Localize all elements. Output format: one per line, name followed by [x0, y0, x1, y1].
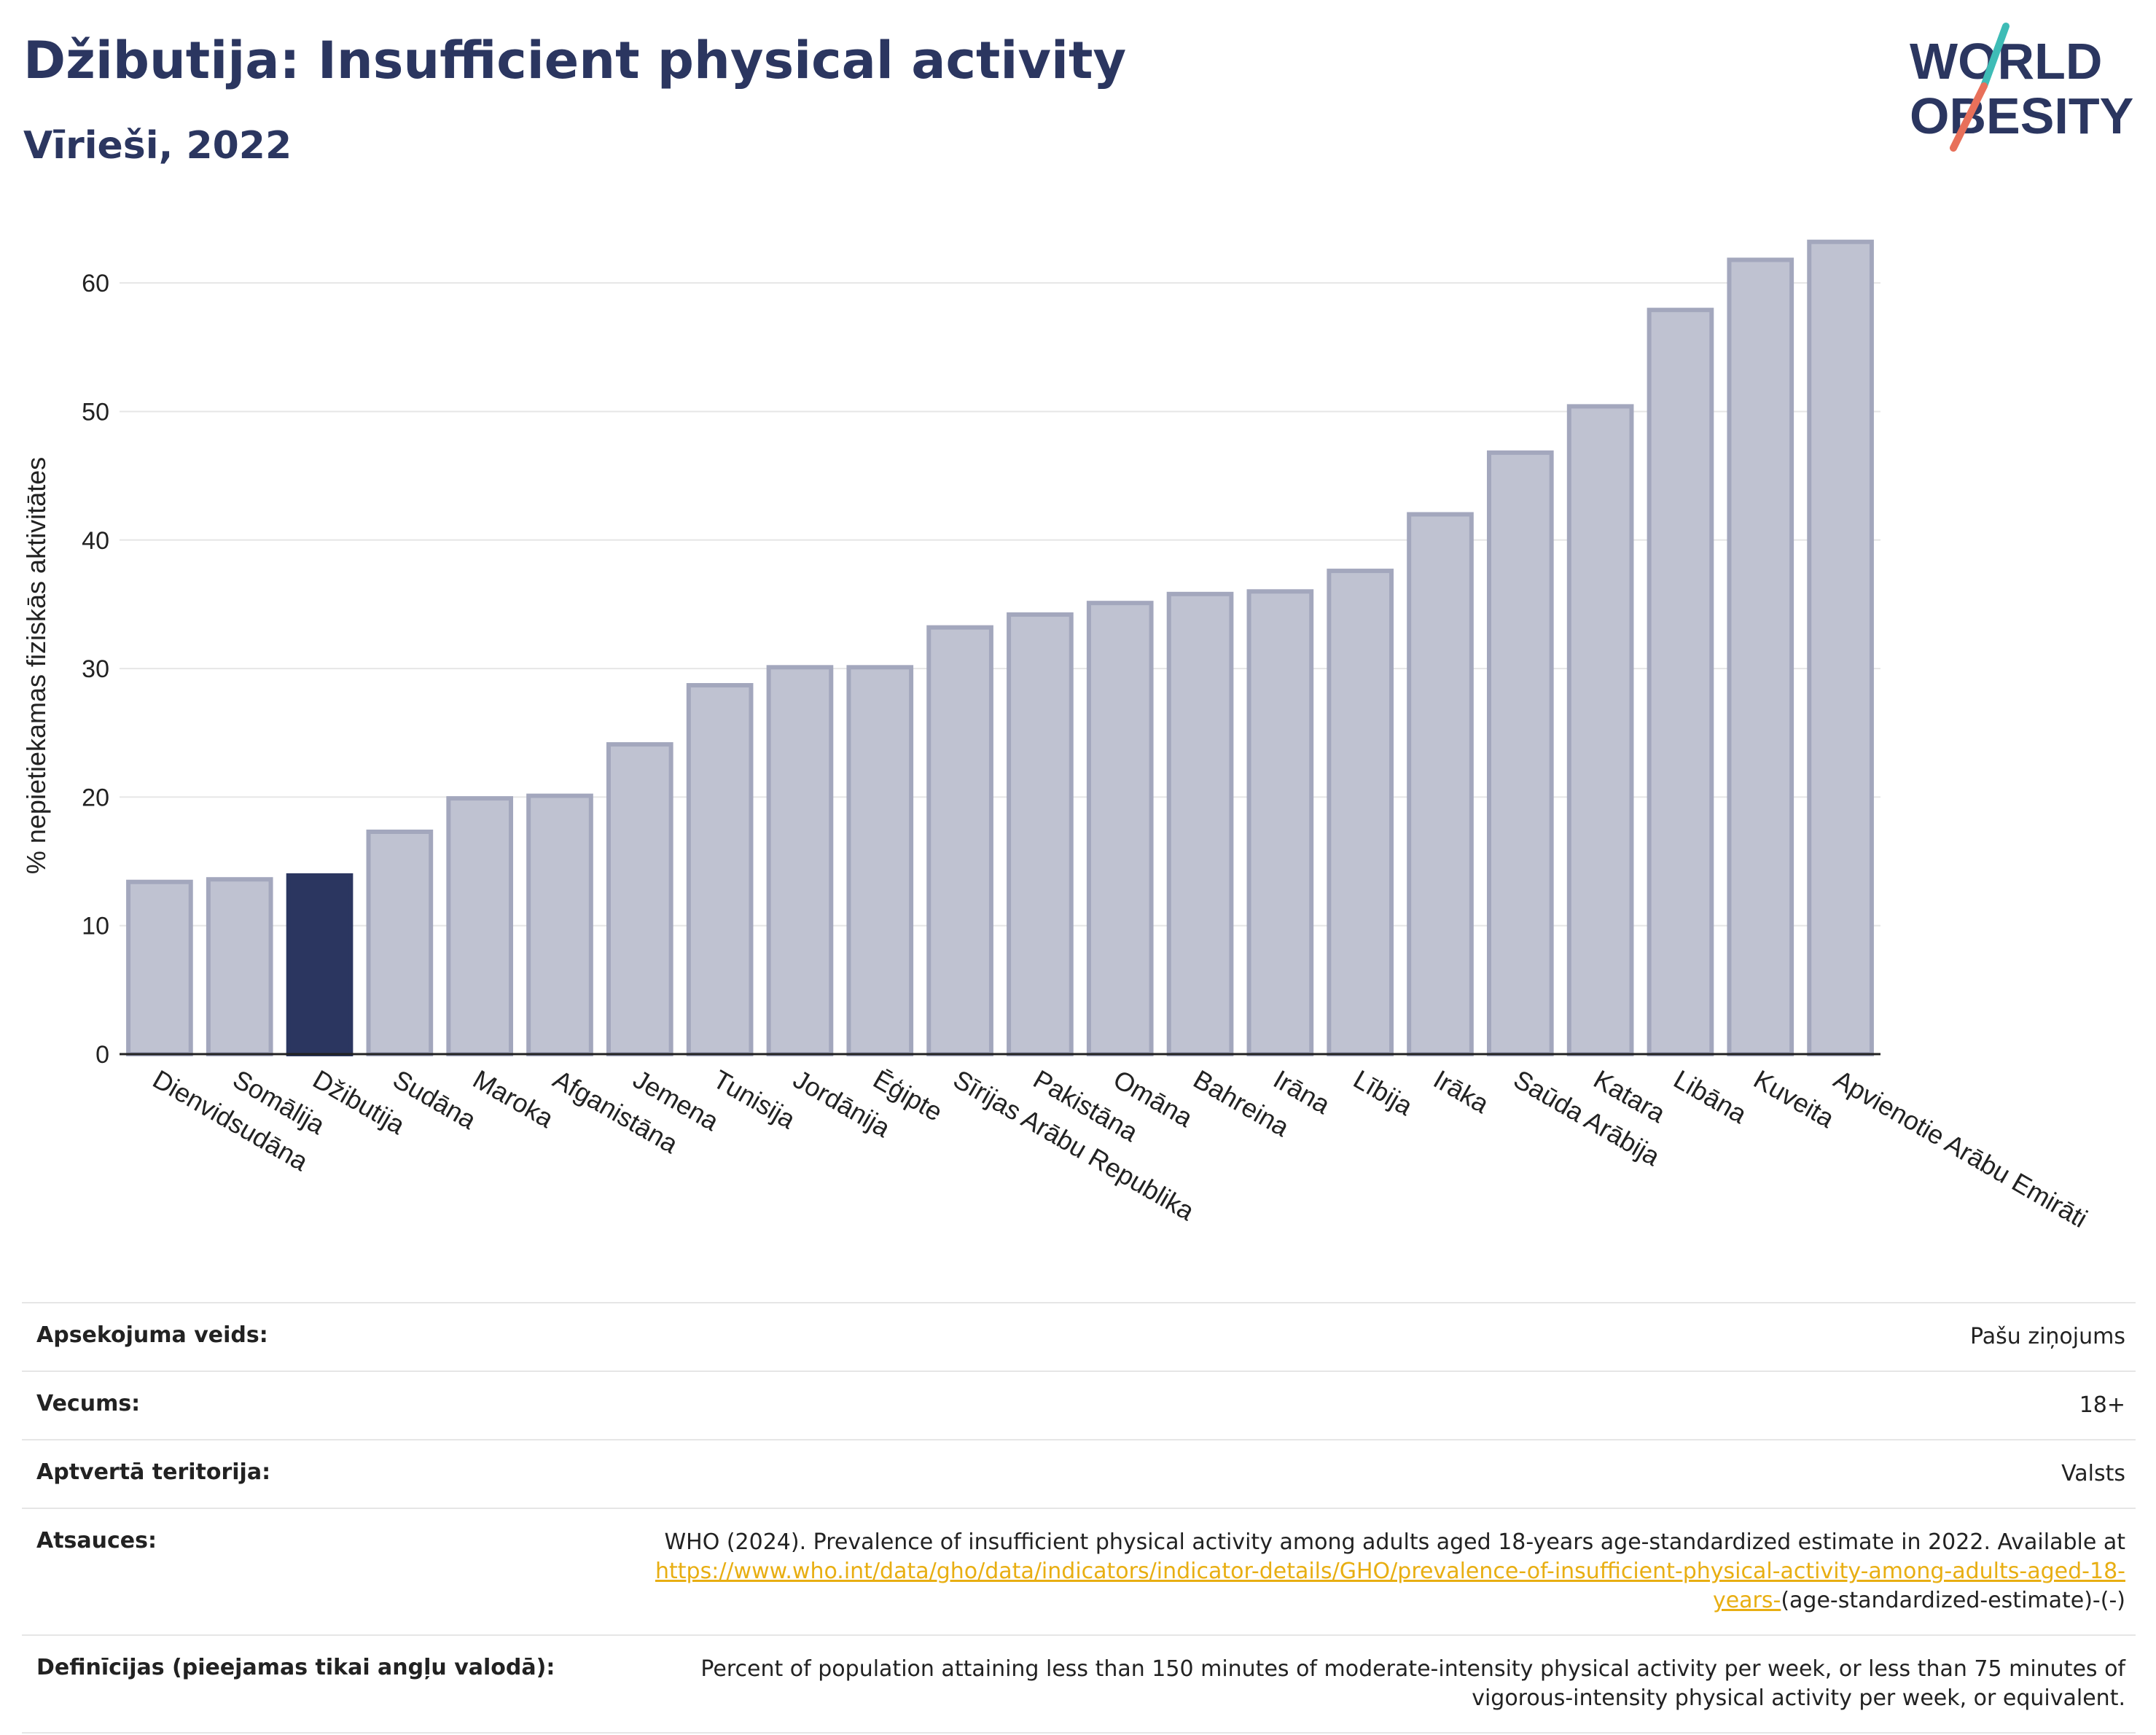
logo-line-obesity: OBESITY	[1910, 87, 2133, 144]
x-tick-label: Lībija	[1348, 1064, 1418, 1121]
bar	[526, 793, 593, 1057]
bar	[1086, 601, 1154, 1056]
bar	[1727, 257, 1794, 1056]
info-label: Vecums:	[36, 1391, 141, 1416]
x-tick-label: Džibutija	[308, 1064, 411, 1140]
bar	[1246, 589, 1314, 1056]
bar	[686, 682, 754, 1057]
info-row-references: Atsauces: WHO (2024). Prevalence of insu…	[22, 1508, 2136, 1634]
bar	[1166, 591, 1234, 1056]
info-label: Apsekojuma veids:	[36, 1322, 268, 1348]
bar	[1566, 404, 1634, 1056]
bar	[926, 625, 993, 1056]
bar	[446, 796, 514, 1056]
y-tick-label: 0	[95, 1041, 109, 1069]
info-row-definitions: Definīcijas (pieejamas tikai angļu valod…	[22, 1634, 2136, 1734]
info-value: Percent of population attaining less tha…	[700, 1656, 2125, 1711]
x-tick-label: Irāka	[1429, 1064, 1495, 1119]
logo-slash-coral	[1950, 82, 1988, 152]
bars	[126, 239, 1874, 1057]
y-tick-label: 60	[82, 270, 109, 297]
page-title: Džibutija: Insufficient physical activit…	[23, 31, 1127, 90]
x-tick-label: Maroka	[468, 1064, 559, 1134]
x-tick-label: Apvienotie Arābu Emirāti	[1829, 1064, 2093, 1233]
bar	[126, 879, 193, 1056]
info-value: Pašu ziņojums	[1970, 1324, 2125, 1349]
x-tick-label: Tunisija	[708, 1064, 802, 1134]
y-axis-label: % nepietiekamas fiziskās aktivitātes	[21, 457, 51, 874]
info-table: Apsekojuma veids: Pašu ziņojums Vecums: …	[22, 1302, 2136, 1734]
world-obesity-logo: WORLD OBESITY	[1910, 23, 2133, 152]
y-tick-label: 30	[82, 655, 109, 683]
info-value: 18+	[2079, 1392, 2125, 1418]
bar	[366, 829, 434, 1056]
x-tick-label: Kuveita	[1749, 1064, 1840, 1134]
reference-tail: (age-standardized-estimate)-(-)	[1781, 1588, 2125, 1613]
info-label: Definīcijas (pieejamas tikai angļu valod…	[36, 1655, 555, 1680]
x-tick-label: Libāna	[1668, 1064, 1752, 1129]
y-tick-label: 20	[82, 784, 109, 811]
reference-link[interactable]: https://www.who.int/data/gho/data/indica…	[655, 1559, 2125, 1613]
bar	[1007, 612, 1074, 1056]
bar	[286, 873, 354, 1056]
bar	[1486, 450, 1554, 1056]
reference-text: WHO (2024). Prevalence of insufficient p…	[664, 1529, 2125, 1555]
info-label: Aptvertā teritorija:	[36, 1459, 271, 1485]
y-tick-label: 40	[82, 527, 109, 555]
bar	[1407, 512, 1474, 1056]
bar	[846, 665, 914, 1056]
x-tick-labels: DienvidsudānaSomālijaDžibutijaSudānaMaro…	[148, 1064, 2093, 1233]
bar	[1807, 239, 1874, 1057]
bar	[766, 665, 834, 1056]
info-row-coverage: Aptvertā teritorija: Valsts	[22, 1439, 2136, 1508]
bar	[606, 742, 673, 1056]
logo-line-world: WORLD	[1910, 33, 2102, 90]
y-tick-labels: 0 10 20 30 40 50 60	[82, 270, 109, 1069]
bar	[1327, 569, 1394, 1056]
logo-slash-teal	[1980, 23, 2009, 90]
bar	[206, 877, 273, 1057]
y-tick-label: 10	[82, 913, 109, 940]
info-row-age: Vecums: 18+	[22, 1371, 2136, 1439]
info-value: Valsts	[2061, 1461, 2125, 1486]
info-row-survey-type: Apsekojuma veids: Pašu ziņojums	[22, 1302, 2136, 1371]
bar	[1647, 308, 1714, 1056]
page-subtitle: Vīrieši, 2022	[23, 124, 292, 168]
info-label: Atsauces:	[36, 1528, 157, 1553]
bar-chart: 0 10 20 30 40 50 60 DienvidsudānaSomālijaDžibu…	[21, 239, 2093, 1233]
y-tick-label: 50	[82, 398, 109, 426]
info-value: WHO (2024). Prevalence of insufficient p…	[595, 1528, 2125, 1615]
